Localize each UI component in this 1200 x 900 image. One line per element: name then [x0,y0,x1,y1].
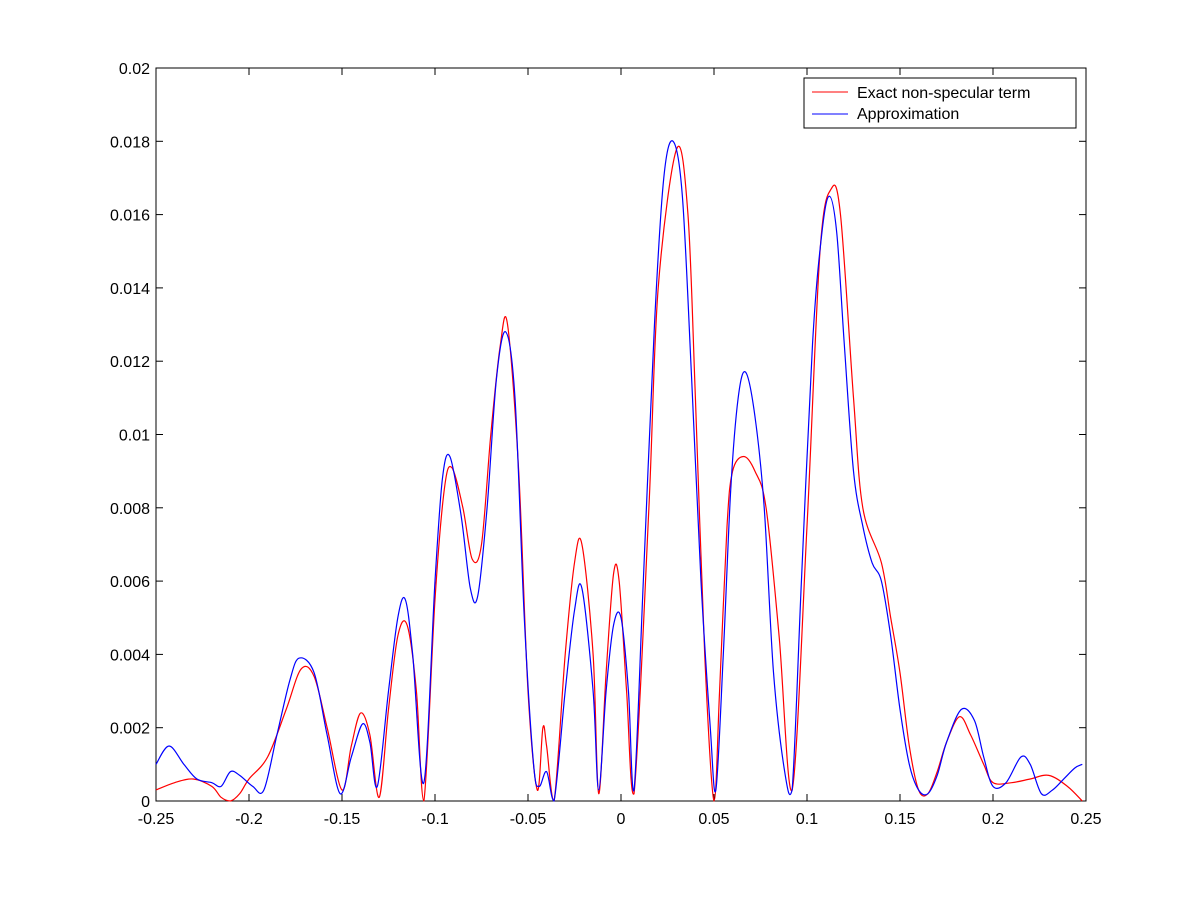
series-line-1 [155,140,1083,802]
axis-ticks: -0.25 -0.2 -0.15 -0.1 -0.05 0 0.05 0.1 0.15 0.2 0.… [110,61,1102,828]
y-tick-label: 0 [141,794,150,811]
y-tick-label: 0.012 [110,354,150,371]
legend-label-approximation: Approximation [857,106,959,123]
series-layer [155,140,1083,802]
y-tick-label: 0.002 [110,721,150,738]
plot-area-frame [155,67,1087,802]
x-tick-label: 0 [617,811,626,828]
x-tick-label: -0.25 [138,811,175,828]
legend-label-exact: Exact non-specular term [857,85,1030,102]
x-tick-label: -0.1 [421,811,449,828]
y-tick-label: 0.016 [110,208,150,225]
y-tick-label: 0.008 [110,501,150,518]
series-line-0 [155,145,1083,802]
legend: Exact non-specular term Approximation [803,77,1077,129]
y-tick-label: 0.02 [119,61,150,78]
x-tick-label: 0.05 [698,811,729,828]
y-tick-label: 0.004 [110,647,150,664]
x-tick-label: 0.1 [796,811,818,828]
y-tick-label: 0.006 [110,574,150,591]
x-tick-label: -0.05 [510,811,547,828]
legend-box [803,77,1077,129]
x-tick-label: 0.15 [884,811,915,828]
x-tick-label: -0.15 [324,811,361,828]
x-tick-label: 0.25 [1070,811,1101,828]
y-tick-label: 0.014 [110,281,150,298]
y-tick-label: 0.01 [119,428,150,445]
x-tick-label: 0.2 [982,811,1004,828]
y-tick-label: 0.018 [110,134,150,151]
x-tick-label: -0.2 [235,811,263,828]
